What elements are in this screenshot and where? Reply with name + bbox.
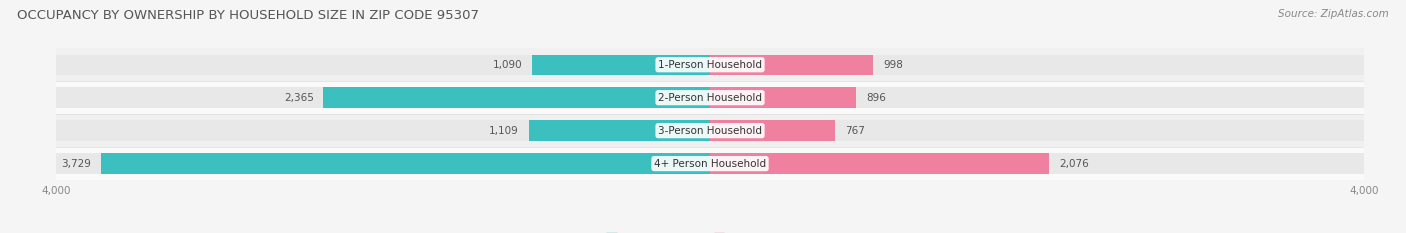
Legend: Owner-occupied, Renter-occupied: Owner-occupied, Renter-occupied xyxy=(602,229,818,233)
Bar xyxy=(56,147,1364,180)
Bar xyxy=(710,120,1364,141)
Bar xyxy=(710,55,873,75)
Text: 1,109: 1,109 xyxy=(489,126,519,136)
Bar xyxy=(710,55,1364,75)
Text: 998: 998 xyxy=(883,60,903,70)
Text: 767: 767 xyxy=(845,126,865,136)
Text: 2,365: 2,365 xyxy=(284,93,314,103)
Text: 1,090: 1,090 xyxy=(492,60,522,70)
Bar xyxy=(56,81,1364,114)
Text: 4+ Person Household: 4+ Person Household xyxy=(654,159,766,169)
Bar xyxy=(56,114,1364,147)
Bar xyxy=(710,120,835,141)
Bar xyxy=(531,55,710,75)
Bar xyxy=(56,120,710,141)
Text: 3-Person Household: 3-Person Household xyxy=(658,126,762,136)
Text: 1-Person Household: 1-Person Household xyxy=(658,60,762,70)
Bar xyxy=(710,87,856,108)
Text: 2-Person Household: 2-Person Household xyxy=(658,93,762,103)
Bar xyxy=(529,120,710,141)
Bar xyxy=(101,153,710,174)
Text: 3,729: 3,729 xyxy=(60,159,91,169)
Bar xyxy=(56,55,710,75)
Bar xyxy=(323,87,710,108)
Text: 2,076: 2,076 xyxy=(1059,159,1088,169)
Text: OCCUPANCY BY OWNERSHIP BY HOUSEHOLD SIZE IN ZIP CODE 95307: OCCUPANCY BY OWNERSHIP BY HOUSEHOLD SIZE… xyxy=(17,9,479,22)
Text: 896: 896 xyxy=(866,93,886,103)
Bar xyxy=(710,87,1364,108)
Text: Source: ZipAtlas.com: Source: ZipAtlas.com xyxy=(1278,9,1389,19)
Bar xyxy=(710,153,1049,174)
Bar xyxy=(56,153,710,174)
Bar xyxy=(710,153,1364,174)
Bar xyxy=(56,48,1364,81)
Bar xyxy=(56,87,710,108)
